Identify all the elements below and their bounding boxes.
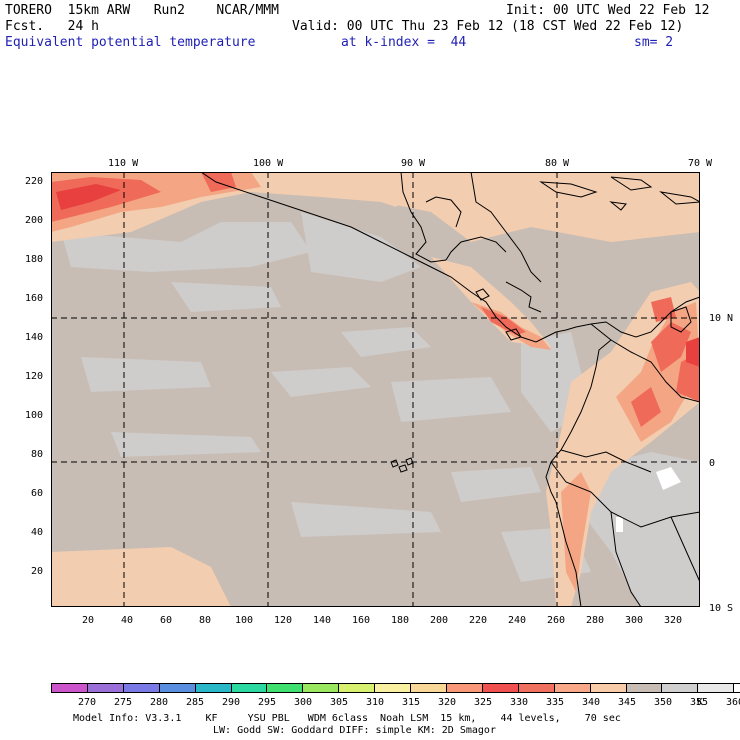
colorbar-tick-label: 325 <box>473 697 493 708</box>
lat-label: 0 <box>709 458 716 469</box>
x-tick-label: 40 <box>121 615 134 626</box>
colorbar-swatch <box>554 684 591 692</box>
colorbar-unit: K <box>697 697 704 708</box>
x-tick-label: 280 <box>586 615 605 626</box>
init-time: Init: 00 UTC Wed 22 Feb 12 <box>506 3 710 18</box>
colorbar-tick-label: 335 <box>545 697 565 708</box>
colorbar-tick-label: 300 <box>293 697 313 708</box>
x-tick-label: 240 <box>508 615 527 626</box>
colorbar-tick-label: 355 <box>689 697 709 708</box>
colorbar-swatch <box>195 684 232 692</box>
colorbar-tick-label: 305 <box>329 697 349 708</box>
x-tick-label: 300 <box>625 615 644 626</box>
x-tick-label: 260 <box>547 615 566 626</box>
colorbar-tick-label: 290 <box>221 697 241 708</box>
colorbar-tick-label: 310 <box>365 697 385 708</box>
colorbar-tick-label: 280 <box>149 697 169 708</box>
theta-e-field <box>51 172 700 607</box>
x-tick-label: 120 <box>274 615 293 626</box>
colorbar-swatch <box>267 684 304 692</box>
x-tick-label: 200 <box>430 615 449 626</box>
colorbar <box>51 683 740 693</box>
colorbar-swatch <box>123 684 160 692</box>
colorbar-swatch <box>87 684 124 692</box>
lon-label: 110 W <box>108 158 139 169</box>
white-spots <box>616 467 681 532</box>
y-tick-label: 160 <box>25 293 44 304</box>
y-tick-label: 200 <box>25 215 44 226</box>
y-tick-label: 180 <box>25 254 44 265</box>
colorbar-swatch <box>698 684 735 692</box>
y-tick-label: 40 <box>31 527 44 538</box>
y-tick-label: 220 <box>25 176 44 187</box>
x-tick-label: 80 <box>199 615 212 626</box>
x-tick-label: 20 <box>82 615 95 626</box>
x-tick-label: 320 <box>664 615 683 626</box>
coastlines <box>200 172 700 607</box>
x-tick-label: 60 <box>160 615 173 626</box>
colorbar-swatch <box>375 684 412 692</box>
lat-label: 10 N <box>709 313 734 324</box>
y-tick-label: 60 <box>31 488 44 499</box>
colorbar-tick-label: 330 <box>509 697 529 708</box>
colorbar-swatch <box>662 684 699 692</box>
colorbar-swatch <box>231 684 268 692</box>
x-tick-label: 160 <box>352 615 371 626</box>
map-area <box>51 172 700 607</box>
colorbar-tick-label: 345 <box>617 697 637 708</box>
colorbar-tick-label: 315 <box>401 697 421 708</box>
colorbar-tick-label: 360 <box>725 697 740 708</box>
y-tick-label: 120 <box>25 371 44 382</box>
physics-info: LW: Godd SW: Goddard DIFF: simple KM: 2D… <box>213 725 496 736</box>
lon-label: 90 W <box>401 158 426 169</box>
x-tick-label: 140 <box>313 615 332 626</box>
colorbar-tick-label: 285 <box>185 697 205 708</box>
colorbar-swatch <box>446 684 483 692</box>
colorbar-tick-label: 340 <box>581 697 601 708</box>
y-tick-label: 140 <box>25 332 44 343</box>
smoothing: sm= 2 <box>634 35 674 50</box>
colorbar-swatch <box>626 684 663 692</box>
y-tick-label: 100 <box>25 410 44 421</box>
colorbar-tick-label: 350 <box>653 697 673 708</box>
colorbar-tick-label: 320 <box>437 697 457 708</box>
model-title: TORERO 15km ARW Run2 NCAR/MMM <box>5 3 279 18</box>
y-tick-label: 20 <box>31 566 44 577</box>
field-name: Equivalent potential temperature <box>5 35 256 50</box>
x-tick-label: 180 <box>391 615 410 626</box>
colorbar-tick-label: 275 <box>113 697 133 708</box>
lon-label: 100 W <box>253 158 284 169</box>
colorbar-swatch <box>590 684 627 692</box>
colorbar-swatch <box>52 684 88 692</box>
colorbar-swatch <box>411 684 447 692</box>
colorbar-swatch <box>482 684 519 692</box>
valid-time: Valid: 00 UTC Thu 23 Feb 12 (18 CST Wed … <box>292 19 684 34</box>
graticule <box>51 172 700 607</box>
k-index: at k-index = 44 <box>341 35 467 50</box>
deep-red-regions <box>56 184 700 367</box>
lon-label: 70 W <box>688 158 713 169</box>
forecast-hour: Fcst. 24 h <box>5 19 99 34</box>
model-info: Model Info: V3.3.1 KF YSU PBL WDM 6class… <box>73 713 621 724</box>
lon-label: 80 W <box>545 158 570 169</box>
colorbar-swatch <box>303 684 340 692</box>
lat-label: 10 S <box>709 603 734 614</box>
colorbar-swatch <box>339 684 376 692</box>
colorbar-tick-label: 295 <box>257 697 277 708</box>
colorbar-tick-label: 270 <box>77 697 97 708</box>
y-tick-label: 80 <box>31 449 44 460</box>
x-tick-label: 220 <box>469 615 488 626</box>
colorbar-swatch <box>518 684 555 692</box>
x-tick-label: 100 <box>235 615 254 626</box>
colorbar-swatch <box>734 684 740 692</box>
colorbar-swatch <box>159 684 196 692</box>
